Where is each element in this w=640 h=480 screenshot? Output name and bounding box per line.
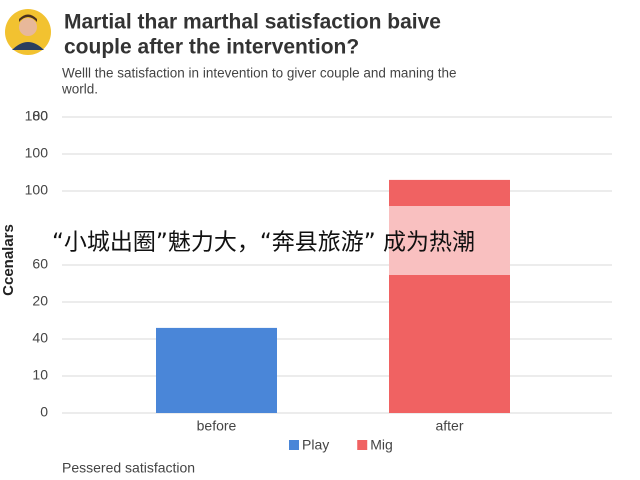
y-tick-label: 60: [32, 256, 48, 272]
legend-swatch: [289, 440, 299, 450]
y-tick-label: 100: [25, 182, 49, 198]
y-tick-label: 40: [32, 330, 48, 346]
overlay-band: [389, 206, 510, 275]
subtitle-line: Welll the satisfaction in intevention to…: [62, 66, 457, 81]
title-line: Martial thar marthal satisfaction baive: [64, 11, 441, 34]
avatar: [5, 9, 51, 55]
y-tick-label: 10: [32, 367, 48, 383]
legend-label: Play: [302, 437, 329, 453]
y-tick-label: 100: [25, 108, 49, 124]
title-line: couple after the intervention?: [64, 36, 359, 59]
y-tick-label: 80: [32, 108, 48, 124]
bar: [156, 327, 277, 413]
y-axis-label: Ccenalars: [0, 224, 17, 296]
x-tick-label: before: [197, 418, 237, 434]
legend-swatch: [357, 440, 368, 450]
y-tick-label: 0: [40, 404, 48, 420]
subtitle-line: world.: [61, 82, 98, 97]
y-tick-label: 100: [25, 145, 49, 161]
y-tick-label: 20: [32, 293, 48, 309]
overlay-text: “小城出圈”魅力大，“奔县旅游” 成为热潮: [52, 230, 475, 256]
x-axis-label: Pessered satisfaction: [62, 460, 195, 476]
legend-label: Mig: [370, 437, 393, 453]
x-tick-label: after: [435, 418, 463, 434]
